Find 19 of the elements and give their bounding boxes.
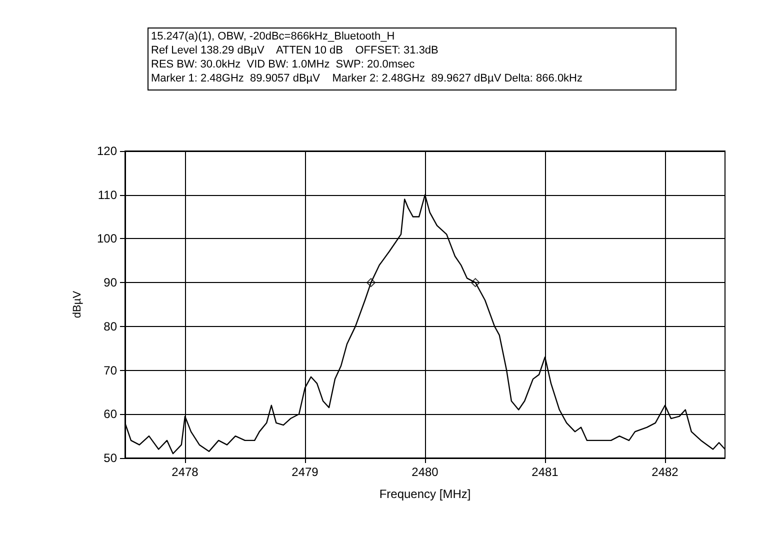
x-tick-label: 2482 — [652, 465, 679, 479]
y-tick-label: 100 — [96, 232, 118, 246]
y-axis-title: dBµV — [72, 290, 84, 318]
x-axis-title: Frequency [MHz] — [379, 487, 471, 501]
y-tick-label: 110 — [98, 188, 118, 202]
y-tick-label: 60 — [104, 407, 118, 422]
chart-title: 15.247(a)(1), OBW, -20dBc=866kHz_Bluetooth_H — [151, 30, 395, 42]
y-tick-label: 90 — [104, 276, 118, 290]
y-tick-label: 70 — [104, 363, 118, 378]
x-tick-label: 2478 — [172, 465, 199, 479]
text: RES BW: 30.0kHz VID BW: 1.0MHz SWP: 20.0msec — [151, 58, 416, 70]
x-tick-label: 2481 — [532, 465, 559, 479]
text: Ref Level 138.29 dBµV ATTEN 10 dB OFFSET: 31.3dB — [151, 44, 438, 56]
y-tick-label: 120 — [96, 144, 118, 158]
text: Marker 1: 2.48GHz 89.9057 dBµV Marker 2: 2.48GHz 89.9627 dBµV Delta: 866.0kHz — [151, 72, 583, 84]
x-tick-label: 2479 — [292, 465, 319, 479]
y-tick-label: 80 — [104, 319, 118, 334]
x-tick-label: 2480 — [412, 465, 439, 479]
y-tick-label: 50 — [104, 451, 118, 465]
